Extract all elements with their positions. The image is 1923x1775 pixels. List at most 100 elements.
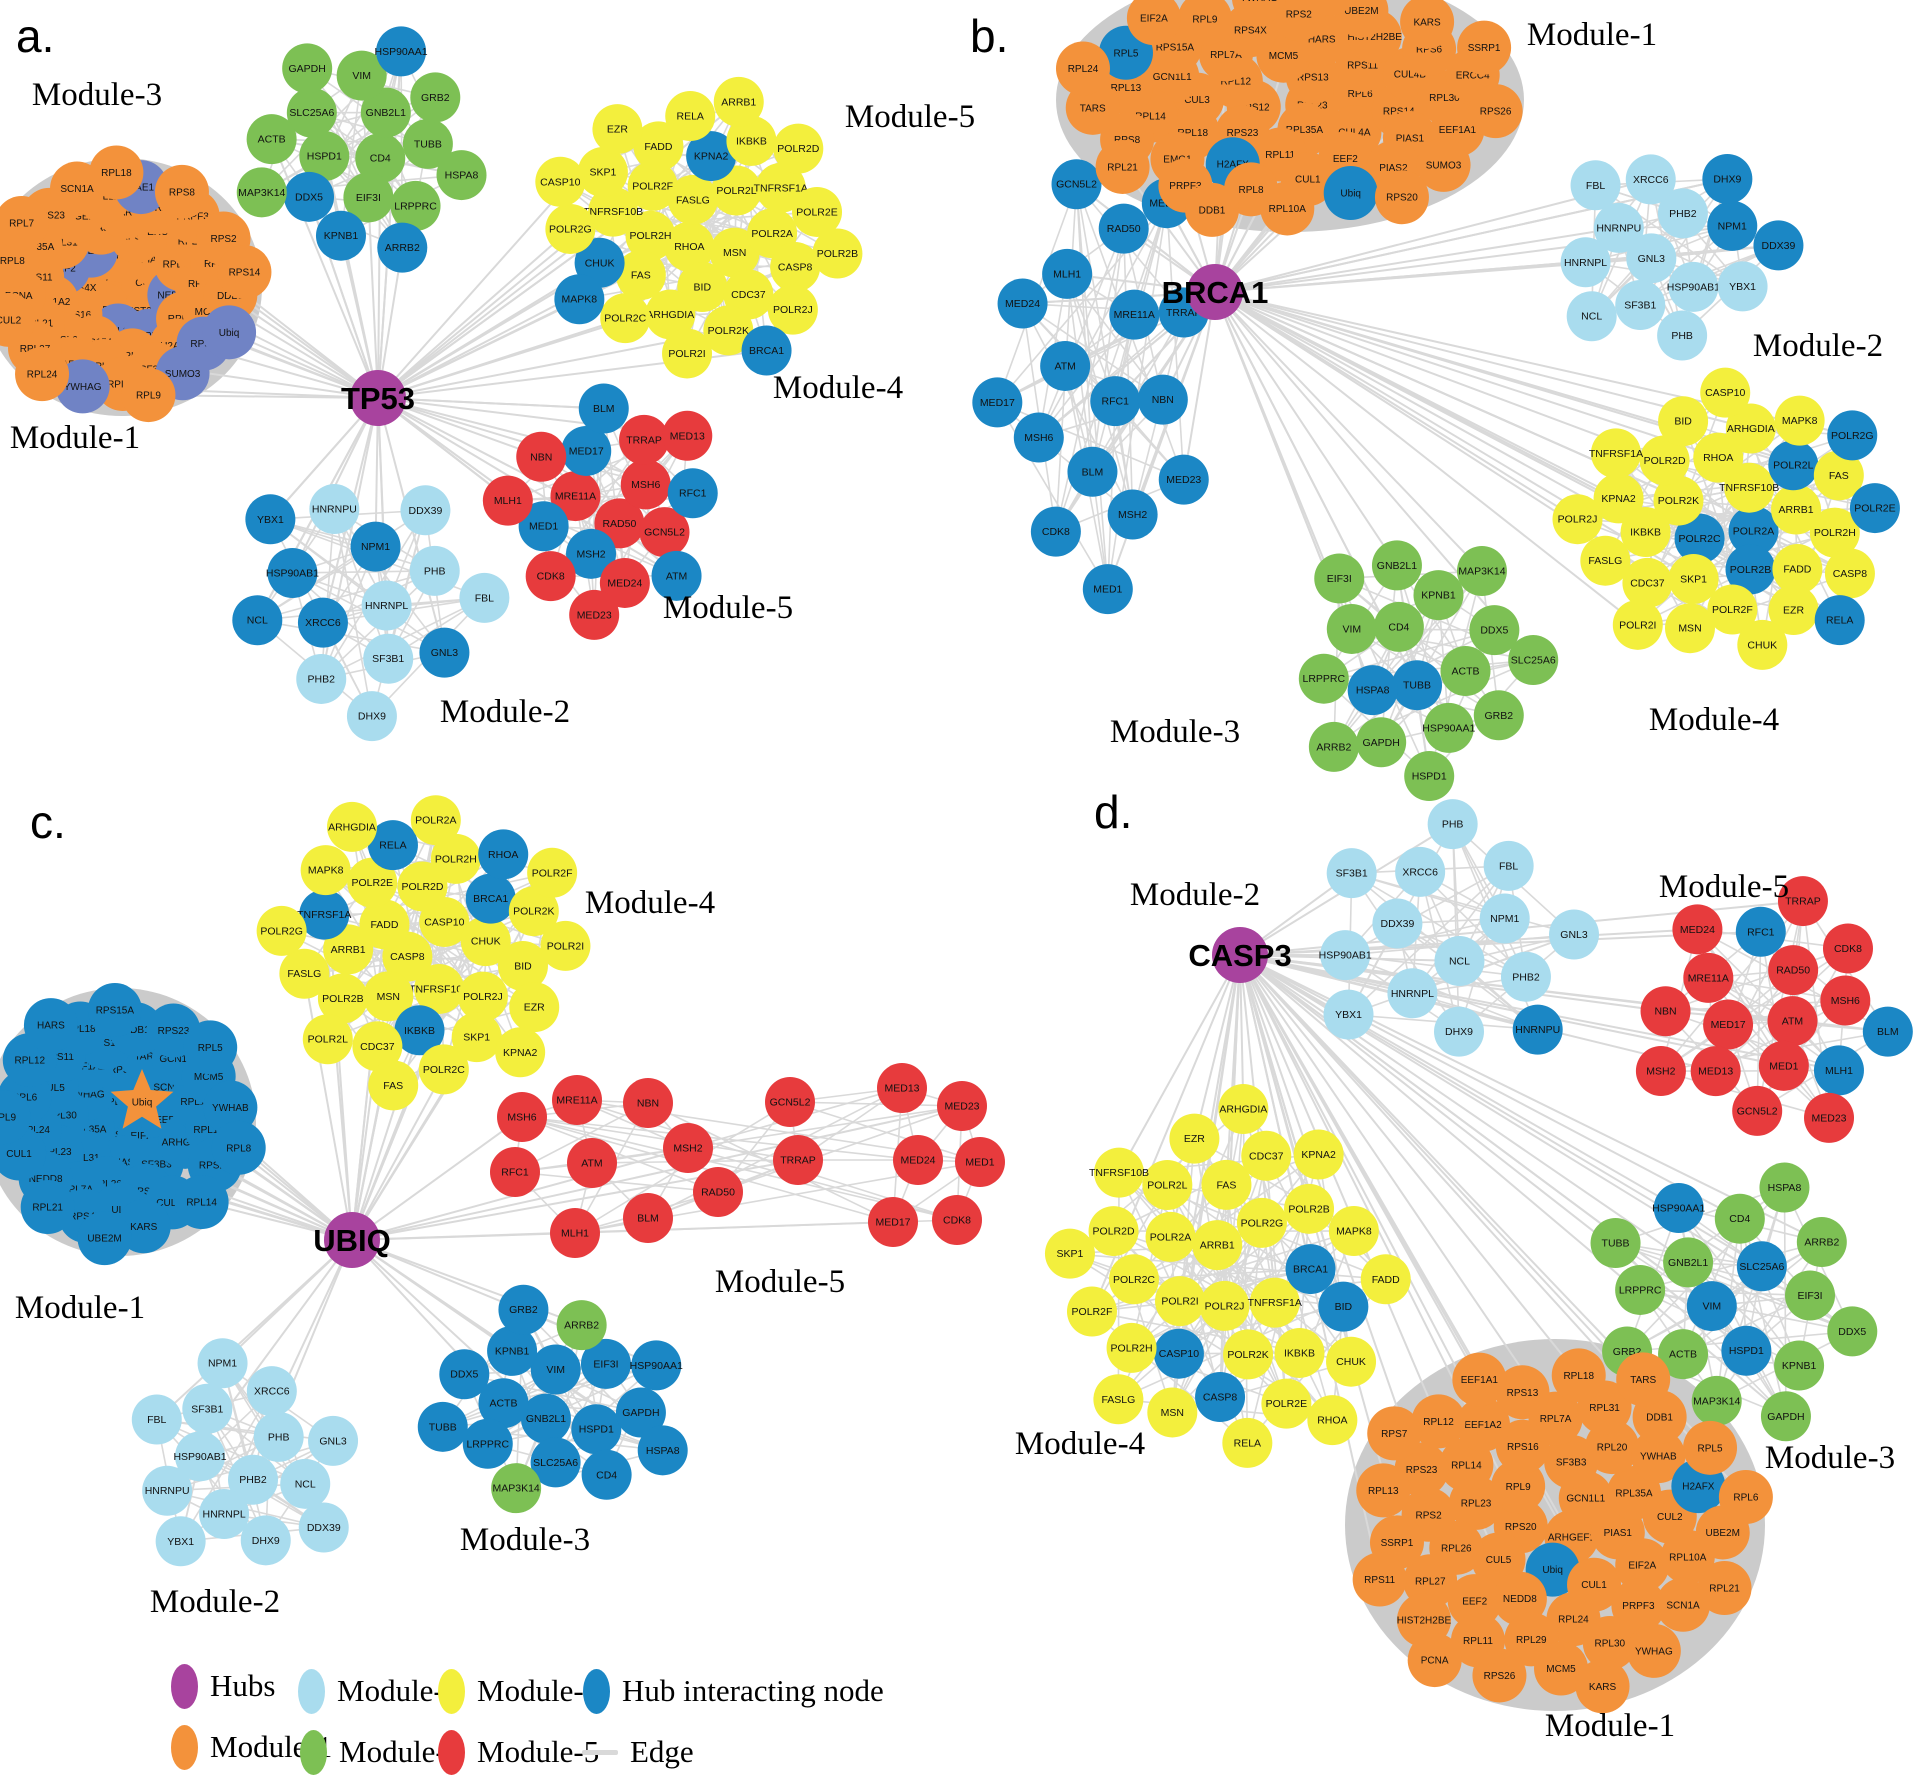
node-RFC1[interactable]: RFC1 [1090,376,1141,427]
node-DDX5[interactable]: DDX5 [439,1349,490,1400]
node-CASP10[interactable]: CASP10 [1700,367,1751,418]
node-HARS[interactable]: HARS [23,998,78,1053]
node-POLR2L[interactable]: POLR2L [1142,1160,1193,1211]
node-HSPA8[interactable]: HSPA8 [637,1425,688,1476]
node-YBX1[interactable]: YBX1 [1323,989,1374,1040]
node-BID[interactable]: BID [497,941,548,992]
node-CD4[interactable]: CD4 [355,133,406,184]
node-MAP3K14[interactable]: MAP3K14 [491,1463,542,1514]
node-IKBKB[interactable]: IKBKB [726,115,777,166]
node-HSPD1[interactable]: HSPD1 [1721,1325,1772,1376]
node-SKP1[interactable]: SKP1 [1668,553,1719,604]
node-GRB2[interactable]: GRB2 [498,1284,549,1335]
node-CHUK[interactable]: CHUK [1737,619,1788,670]
node-FADD[interactable]: FADD [633,121,684,172]
node-GNL3[interactable]: GNL3 [1549,909,1600,960]
node-POLR2C[interactable]: POLR2C [1108,1254,1159,1305]
node-MRE11A[interactable]: MRE11A [552,1075,602,1125]
node-SLC25A6[interactable]: SLC25A6 [286,87,337,138]
node-FAS[interactable]: FAS [1201,1159,1252,1210]
node-VIM[interactable]: VIM [336,50,387,101]
node-SCN1A[interactable]: SCN1A [1656,1577,1711,1632]
node-GAPDH[interactable]: GAPDH [615,1387,666,1438]
node-RPL9[interactable]: RPL9 [0,1090,31,1145]
node-TUBB[interactable]: TUBB [1590,1218,1641,1269]
node-SKP1[interactable]: SKP1 [451,1012,502,1063]
node-RHOA[interactable]: RHOA [1693,432,1744,483]
node-FBL[interactable]: FBL [1483,840,1534,891]
node-MAPK8[interactable]: MAPK8 [554,274,605,325]
node-TNFRSF1A[interactable]: TNFRSF1A [1589,428,1643,479]
node-HSP90AA1[interactable]: HSP90AA1 [630,1340,683,1391]
node-GCN5L2[interactable]: GCN5L2 [639,507,690,558]
node-POLR2K[interactable]: POLR2K [1653,475,1704,526]
node-ARRB2[interactable]: ARRB2 [1796,1217,1847,1268]
node-POLR2A[interactable]: POLR2A [1728,505,1779,556]
node-SSRP1[interactable]: SSRP1 [1457,20,1512,75]
node-MED1[interactable]: MED1 [1758,1040,1809,1091]
node-LRPPRC[interactable]: LRPPRC [462,1418,513,1469]
node-HNRNPL[interactable]: HNRNPL [1387,968,1438,1019]
node-NBN[interactable]: NBN [516,431,567,482]
node-HNRNPL[interactable]: HNRNPL [1560,237,1611,288]
node-VIM[interactable]: VIM [1326,603,1377,654]
node-DHX9[interactable]: DHX9 [1434,1006,1485,1057]
node-ACTB[interactable]: ACTB [1440,646,1491,697]
node-SKP1[interactable]: SKP1 [1044,1228,1095,1279]
node-MAPK8[interactable]: MAPK8 [300,845,351,896]
node-POLR2D[interactable]: POLR2D [1088,1206,1139,1257]
node-CDK8[interactable]: CDK8 [525,551,576,602]
node-HSPA8[interactable]: HSPA8 [436,150,487,201]
node-TNFRSF10B[interactable]: TNFRSF10B [1089,1147,1149,1198]
node-RPL14[interactable]: RPL14 [174,1175,229,1230]
node-RELA[interactable]: RELA [1222,1417,1273,1468]
node-XRCC6[interactable]: XRCC6 [246,1366,297,1417]
node-RPL5[interactable]: RPL5 [183,1020,238,1075]
node-POLR2H[interactable]: POLR2H [1106,1322,1157,1373]
node-NPM1[interactable]: NPM1 [350,521,401,572]
node-POLR2D[interactable]: POLR2D [397,861,448,912]
node-RPL18[interactable]: RPL18 [89,145,144,200]
node-POLR2I[interactable]: POLR2I [1612,599,1663,650]
node-RPS7[interactable]: RPS7 [1367,1406,1422,1461]
node-HSP90AB1[interactable]: HSP90AB1 [1319,930,1372,981]
node-CDK8[interactable]: CDK8 [1030,506,1081,557]
node-HSP90AA1[interactable]: HSP90AA1 [374,26,428,77]
node-KPNB1[interactable]: KPNB1 [487,1325,538,1376]
node-ARRB1[interactable]: ARRB1 [1192,1220,1243,1271]
node-UBE2M[interactable]: UBE2M [1334,0,1389,38]
node-POLR2B[interactable]: POLR2B [1284,1183,1335,1234]
node-YBX1[interactable]: YBX1 [155,1516,206,1567]
node-HSPD1[interactable]: HSPD1 [571,1404,622,1455]
node-MED13[interactable]: MED13 [662,410,713,461]
node-ATM[interactable]: ATM [1767,996,1818,1047]
node-RPL9[interactable]: RPL9 [121,368,176,423]
node-POLR2E[interactable]: POLR2E [1849,483,1900,534]
node-HSP90AB1[interactable]: HSP90AB1 [1667,261,1720,312]
node-FAS[interactable]: FAS [1813,450,1864,501]
node-MSH6[interactable]: MSH6 [1013,412,1064,463]
node-Ubiq[interactable]: Ubiq [110,1069,174,1129]
node-RFC1[interactable]: RFC1 [667,468,718,519]
node-VIM[interactable]: VIM [530,1344,581,1395]
node-POLR2B[interactable]: POLR2B [812,228,863,279]
node-MRE11A[interactable]: MRE11A [1683,952,1734,1003]
node-CDC37[interactable]: CDC37 [1622,557,1673,608]
node-GRB2[interactable]: GRB2 [410,72,461,123]
node-MAPK8[interactable]: MAPK8 [1774,395,1825,446]
node-YWHAB[interactable]: YWHAB [1631,1429,1686,1484]
node-MLH1[interactable]: MLH1 [1813,1045,1864,1096]
node-GNL3[interactable]: GNL3 [1626,233,1677,284]
node-TNFRSF10B[interactable]: TNFRSF10B [409,963,469,1014]
node-TNFRSF10B[interactable]: TNFRSF10B [583,186,643,237]
node-MSN[interactable]: MSN [1147,1387,1198,1438]
node-RPS26[interactable]: RPS26 [1472,1648,1527,1703]
node-PHB2[interactable]: PHB2 [1657,188,1708,239]
node-RPL18[interactable]: RPL18 [1551,1348,1606,1403]
node-BID[interactable]: BID [1318,1281,1369,1332]
node-MSH6[interactable]: MSH6 [620,459,671,510]
node-NCL[interactable]: NCL [1434,936,1485,987]
node-EEF1A1[interactable]: EEF1A1 [1452,1352,1507,1407]
node-NBN[interactable]: NBN [1640,986,1691,1037]
node-RPL8[interactable]: RPL8 [211,1120,266,1175]
